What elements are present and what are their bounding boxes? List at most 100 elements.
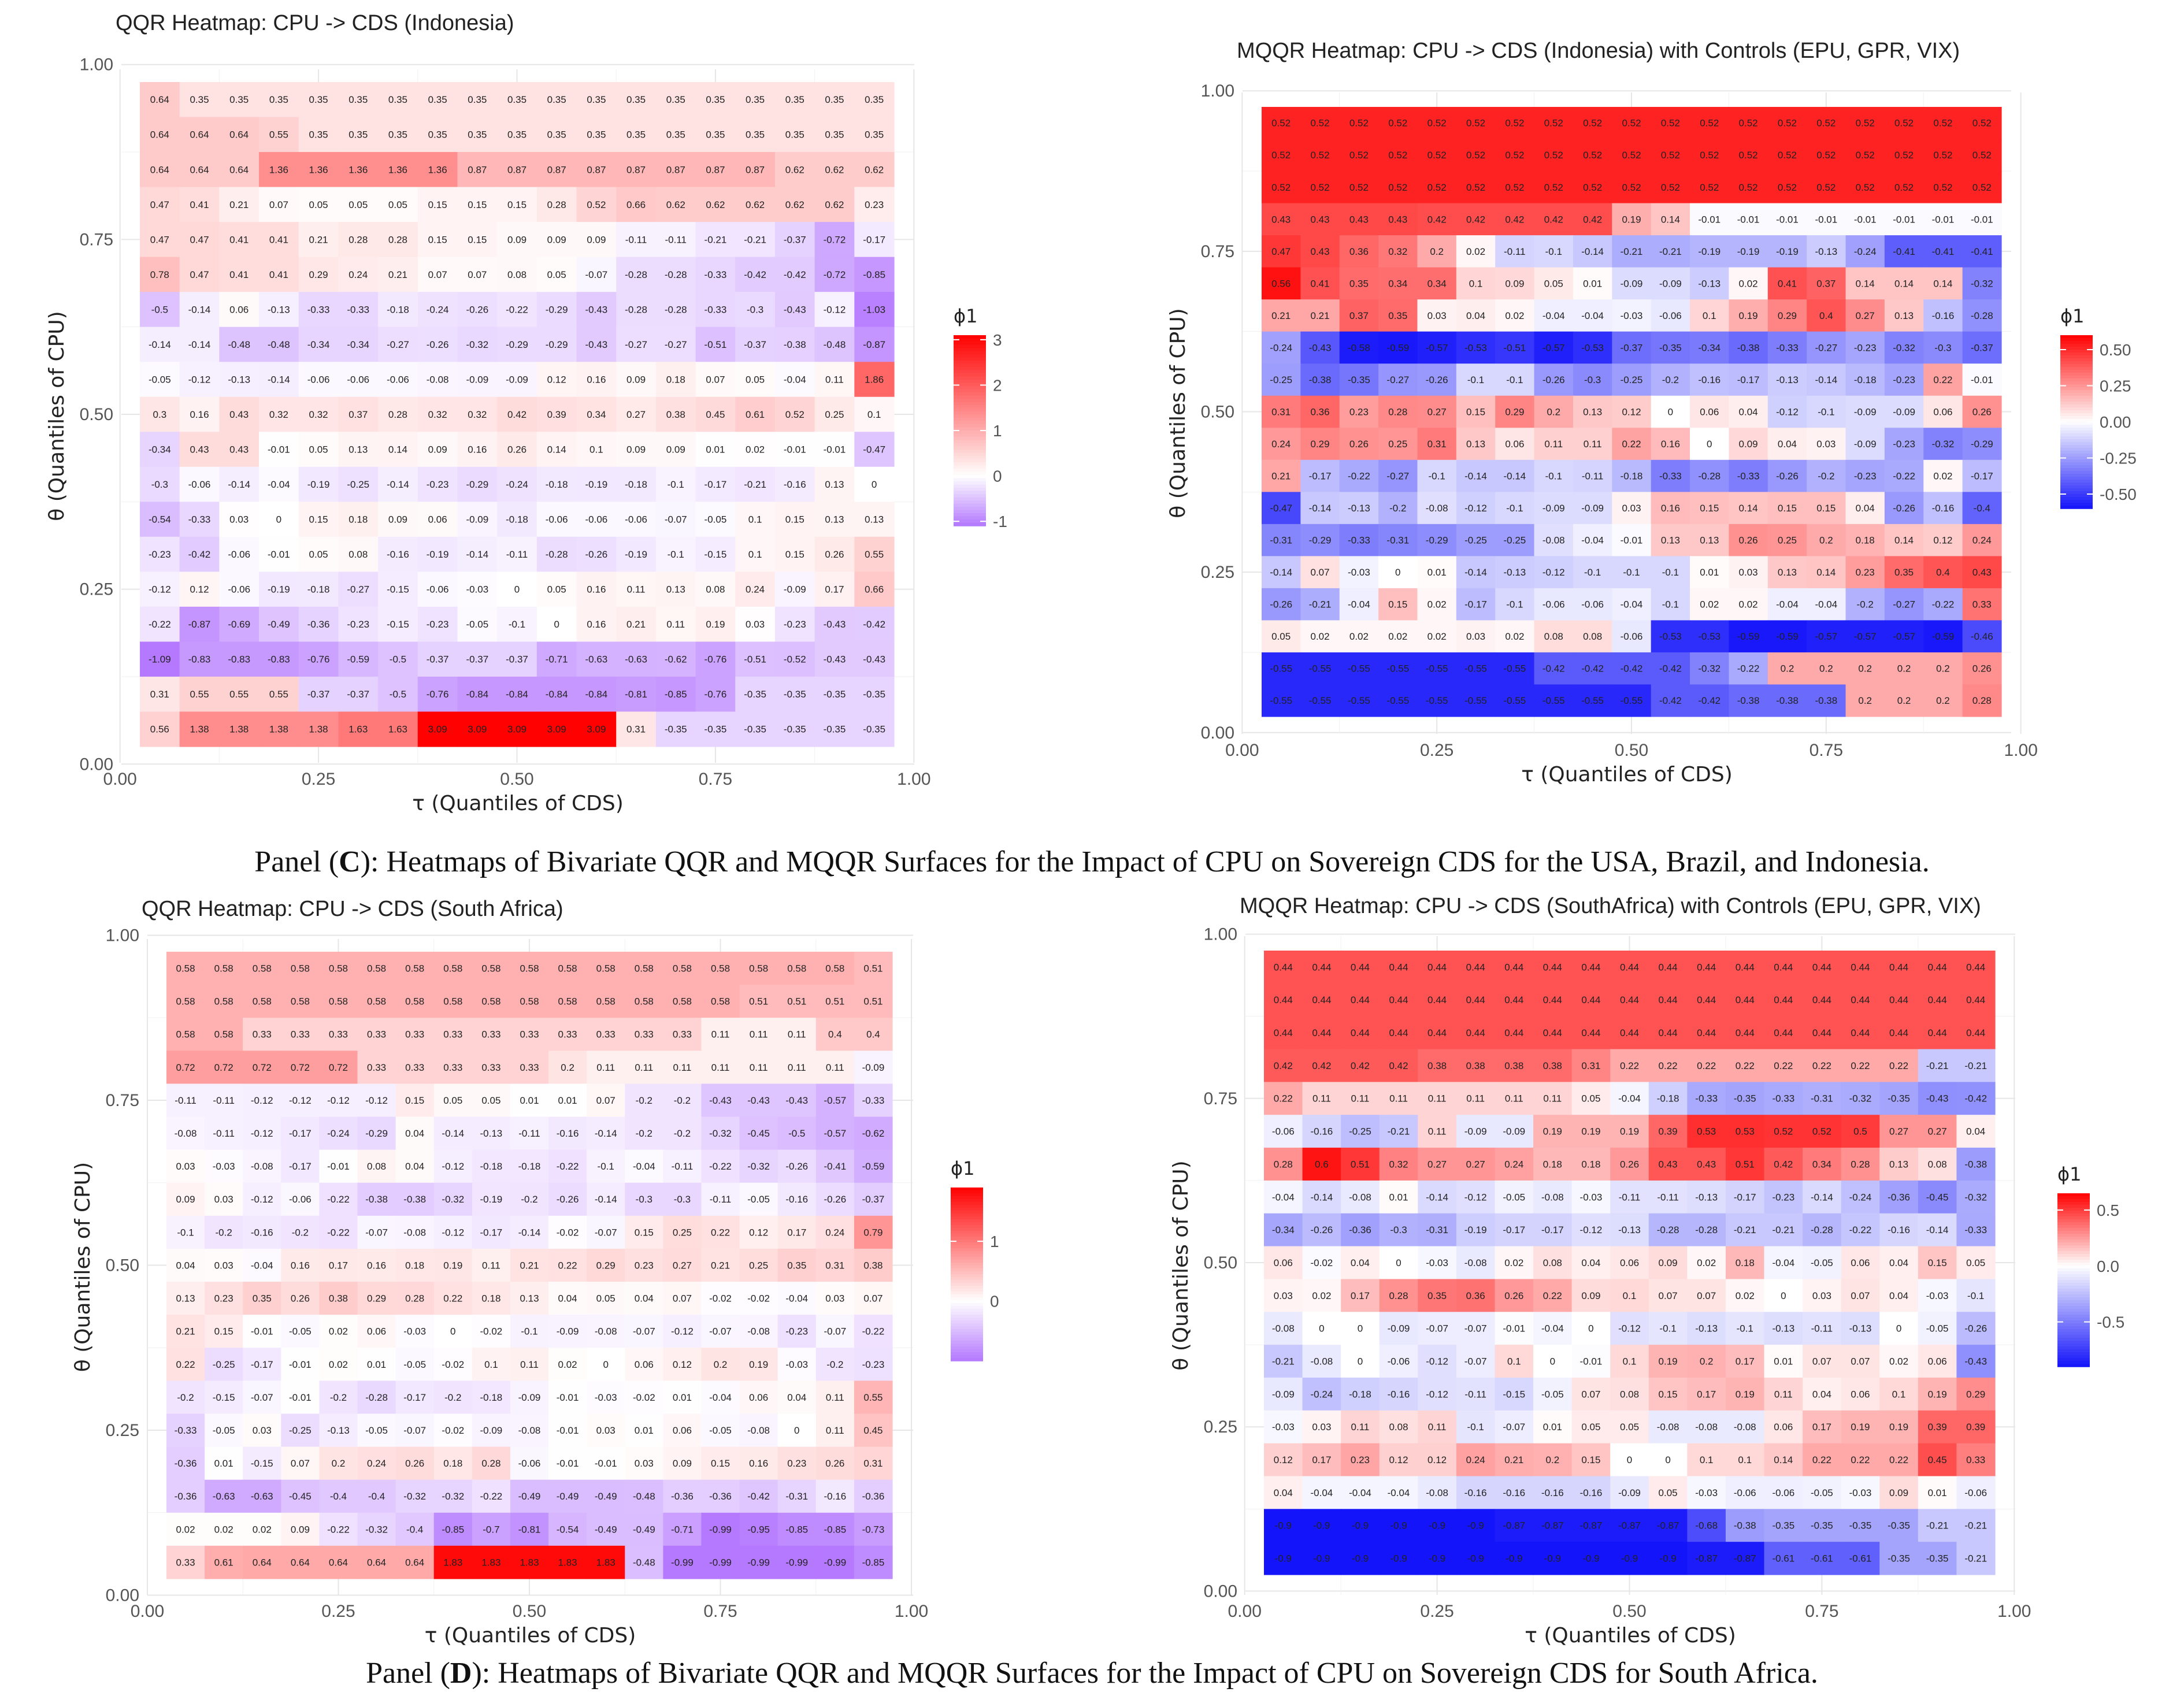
cell-label: -0.23 [785,1326,808,1337]
heatmap-cell [701,1149,740,1183]
cell-label: -0.85 [785,1524,808,1535]
heatmap-cell [378,536,418,572]
heatmap-cell [1495,428,1535,461]
heatmap-cell [259,82,299,118]
heatmap-cell [205,1083,243,1118]
cell-label: 0.18 [443,1458,462,1469]
cell-label: -0.06 [289,1194,312,1205]
cell-label: 0.02 [329,1326,348,1337]
cell-label: 0.28 [1972,695,1992,706]
cell-label: 0.62 [746,199,765,210]
cell-label: -0.76 [307,654,330,665]
cell-label: -0.07 [403,1425,426,1436]
heatmap-cell [417,117,458,153]
heatmap-cell [536,292,577,328]
heatmap-cell [243,1215,281,1249]
heatmap-cell [1573,492,1612,525]
heatmap-cell [587,1182,625,1216]
heatmap-cell [1651,588,1690,621]
heatmap-cell [1610,1148,1649,1181]
heatmap-cell [1495,1148,1534,1181]
cell-label: 0.35 [825,129,844,140]
heatmap-cell [243,985,281,1018]
heatmap-cell [1418,951,1457,984]
legend-gradient-step [2060,376,2093,379]
cell-label: -0.43 [747,1095,770,1106]
cell-label: -0.11 [1504,246,1526,257]
heatmap-cell [1845,395,1885,428]
x-tick-label: 0.50 [1612,1602,1646,1621]
heatmap-cell [625,985,663,1018]
cell-label: -0.84 [466,689,488,700]
heatmap-cell [1264,1312,1303,1345]
cell-label: -0.38 [784,339,806,350]
heatmap-cell [1341,1213,1380,1247]
cell-label: 0.52 [1349,182,1369,193]
cell-label: 0.33 [635,1029,654,1040]
cell-label: -0.35 [1659,342,1682,353]
cell-label: 0.06 [229,304,249,315]
legend-gradient-step [2060,335,2093,339]
heatmap-cell [1379,1049,1418,1082]
cell-label: 0.11 [750,1029,768,1040]
cell-label: -0.35 [665,724,687,735]
heatmap-cell [1417,492,1457,525]
heatmap-cell [815,1018,855,1051]
heatmap-cell [1417,363,1457,396]
cell-label: -0.06 [228,584,250,595]
cell-label: 0.07 [863,1293,883,1304]
cell-label: 0.05 [388,199,407,210]
heatmap-cell [1264,1443,1303,1477]
cell-label: -0.1 [1737,1323,1753,1334]
cell-label: -0.03 [1621,310,1643,321]
cell-label: -0.35 [1888,1553,1910,1564]
heatmap-cell [179,257,220,292]
heatmap-cell [1495,395,1535,428]
cell-label: -0.38 [1734,1520,1756,1531]
legend-gradient-step [951,1306,983,1309]
cell-label: 0.11 [1428,1422,1447,1433]
heatmap-cell [1573,107,1612,140]
heatmap-cell [433,1248,473,1282]
heatmap-cell [536,152,577,188]
heatmap-cell [1264,1082,1303,1115]
cell-label: 0.41 [269,269,288,280]
heatmap-cell [695,152,736,188]
legend-gradient-step [2060,471,2093,474]
heatmap-cell [774,257,815,292]
cell-label: -0.01 [1621,535,1643,546]
heatmap-cell [695,676,736,713]
heatmap-cell [774,536,815,572]
legend-gradient-step [2060,433,2093,437]
cell-label: -0.87 [188,619,211,630]
heatmap-cell [1379,1148,1418,1181]
heatmap-cell [219,536,259,572]
cell-label: 0.01 [520,1095,539,1106]
heatmap-cell [1262,620,1301,653]
heatmap-cell [357,1446,396,1480]
cell-label: 0.72 [329,1062,348,1073]
cell-label: -0.4 [406,1524,423,1535]
cell-label: -0.23 [1893,374,1915,385]
cell-label: -0.23 [784,619,806,630]
heatmap-cell [1764,1213,1803,1247]
heatmap-cell [1648,1213,1688,1247]
heatmap-cell [497,152,537,188]
heatmap-cell [1456,983,1496,1017]
cell-label: -0.87 [1503,1520,1525,1531]
cell-label: -0.11 [1619,1192,1641,1203]
heatmap-cell [663,1315,702,1348]
heatmap-cell [625,1479,663,1513]
cell-label: 0.43 [229,409,249,420]
heatmap-cell [298,117,339,153]
heatmap-cell [1302,1476,1341,1509]
heatmap-cell [777,985,817,1018]
cell-label: -0.9 [1313,1520,1330,1531]
cell-label: 0.51 [1351,1159,1370,1170]
cell-label: 0.31 [1427,439,1447,450]
heatmap-cell [1845,492,1885,525]
cell-label: 0.02 [1427,599,1447,610]
cell-label: 0.44 [1928,962,1947,973]
heatmap-cell [166,1182,205,1216]
heatmap-cell [243,1413,281,1448]
